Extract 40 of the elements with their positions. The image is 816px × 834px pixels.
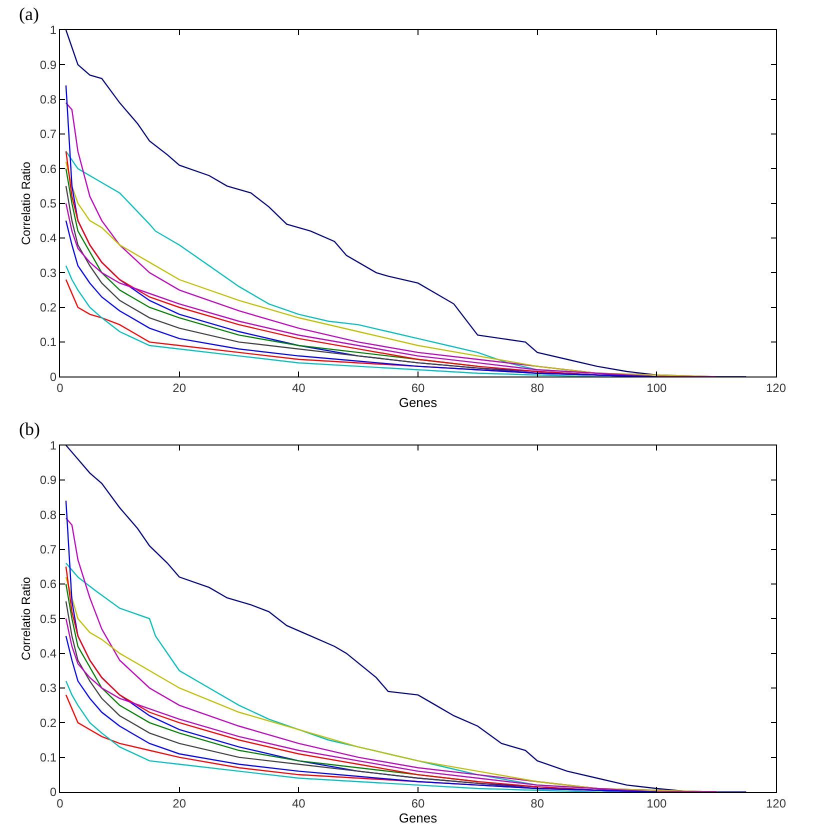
y-tick-label: 1 [50, 23, 57, 38]
y-tick-label: 0.5 [40, 612, 57, 626]
y-tick-label: 0.4 [40, 646, 57, 661]
y-tick-label: 0.5 [40, 196, 57, 211]
y-tick-label: 0.6 [40, 577, 57, 592]
y-tick-label: 0.8 [40, 508, 57, 522]
y-axis-title: Correlatio Ratio [19, 161, 34, 246]
x-tick-label: 40 [292, 381, 306, 396]
y-tick-label: 0.7 [40, 542, 57, 556]
x-tick-label: 100 [646, 381, 667, 396]
x-tick-label: 60 [411, 796, 425, 810]
y-tick-label: 1 [50, 438, 57, 452]
y-tick-label: 0.7 [40, 127, 57, 142]
x-tick-label: 80 [530, 796, 544, 810]
y-axis-title: Correlatio Ratio [19, 576, 34, 660]
x-tick-label: 60 [411, 381, 425, 396]
y-tick-label: 0.8 [40, 92, 57, 107]
x-tick-label: 120 [766, 796, 786, 810]
y-tick-label: 0.4 [40, 231, 57, 246]
x-axis-title: Genes [398, 810, 438, 826]
y-tick-label: 0.2 [40, 716, 57, 730]
y-tick-label: 0.6 [40, 162, 57, 176]
x-tick-label: 20 [172, 381, 186, 396]
x-tick-label: 80 [530, 381, 544, 396]
y-tick-label: 0 [50, 370, 57, 384]
x-tick-label: 20 [172, 796, 186, 810]
chart-title: (b) [19, 419, 40, 439]
y-tick-label: 0.9 [40, 473, 57, 488]
x-tick-label: 100 [646, 796, 667, 810]
y-tick-label: 0.2 [40, 300, 57, 315]
x-tick-label: 120 [766, 381, 786, 396]
y-tick-label: 0.1 [40, 750, 57, 765]
x-axis-title: Genes [398, 395, 438, 410]
x-tick-label: 40 [292, 796, 306, 810]
y-tick-label: 0.3 [40, 681, 57, 696]
y-tick-label: 0.1 [40, 335, 57, 350]
chart-title: (a) [19, 4, 39, 24]
y-tick-label: 0.3 [40, 266, 57, 280]
y-tick-label: 0.9 [40, 58, 57, 72]
y-tick-label: 0 [50, 785, 57, 800]
